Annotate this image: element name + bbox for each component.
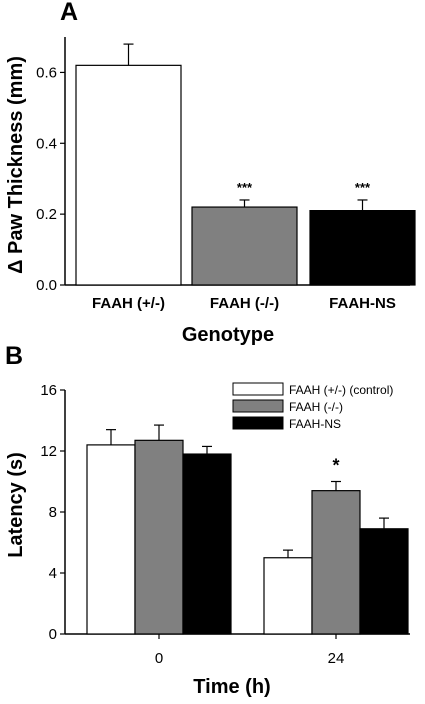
bar-b xyxy=(359,528,409,635)
y-tick-label-b: 4 xyxy=(49,565,57,582)
bar-a xyxy=(309,210,416,286)
y-axis-label-b: Latency (s) xyxy=(5,452,27,558)
x-axis-label-a: Genotype xyxy=(182,324,274,346)
bar-b xyxy=(134,439,184,635)
panel-label-a: A xyxy=(60,0,78,26)
bar-b xyxy=(311,490,361,635)
plot-area-b: 0 4 8 12 16 0 * 24 xyxy=(40,382,410,667)
bar-b xyxy=(86,444,136,635)
y-tick-label-b: 16 xyxy=(40,382,57,399)
legend-label: FAAH (-/-) xyxy=(289,400,343,414)
legend-label: FAAH-NS xyxy=(289,417,341,431)
y-tick-label-b: 8 xyxy=(49,504,57,521)
category-label-a: FAAH (+/-) xyxy=(92,295,165,312)
legend-swatch xyxy=(232,416,284,430)
panel-label-b: B xyxy=(5,342,23,370)
bar-b xyxy=(182,453,232,635)
y-axis-label-a: Δ Paw Thickness (mm) xyxy=(5,56,27,274)
bar-b xyxy=(263,557,313,635)
y-tick-label-a: 0.2 xyxy=(36,206,57,223)
y-tick-label-a: 0.6 xyxy=(36,64,57,81)
y-tick-label-b: 0 xyxy=(49,626,57,643)
legend-swatch xyxy=(232,399,284,413)
plot-area-a: 0.0 0.2 0.4 0.6 FAAH (+/-) FAAH (-/-) *** FAAH-… xyxy=(36,37,416,312)
significance-mark-a: *** xyxy=(355,180,371,195)
chart-panel-a: A Δ Paw Thickness (mm) Genotype 0.00.20.… xyxy=(5,0,416,346)
y-tick-label-a: 0.4 xyxy=(36,135,57,152)
x-tick-label-b: 0 xyxy=(155,650,163,667)
y-tick-label-b: 12 xyxy=(40,443,57,460)
significance-mark-a: *** xyxy=(237,180,253,195)
category-label-a: FAAH-NS xyxy=(329,295,396,312)
legend-label: FAAH (+/-) (control) xyxy=(289,383,393,397)
y-tick-label-a: 0.0 xyxy=(36,277,57,294)
significance-mark-b: * xyxy=(332,456,339,476)
chart-panel-b: B Latency (s) Time (h) 0 4 8 12 16 0 * 24 FAAH … xyxy=(5,342,410,698)
x-axis-label-b: Time (h) xyxy=(193,676,270,698)
bar-a xyxy=(75,64,182,286)
category-label-a: FAAH (-/-) xyxy=(210,295,279,312)
bar-a xyxy=(191,206,298,286)
legend: FAAH (+/-) (control) FAAH (-/-) FAAH-NS xyxy=(232,382,393,431)
x-tick-label-b: 24 xyxy=(328,650,345,667)
legend-swatch xyxy=(232,382,284,396)
